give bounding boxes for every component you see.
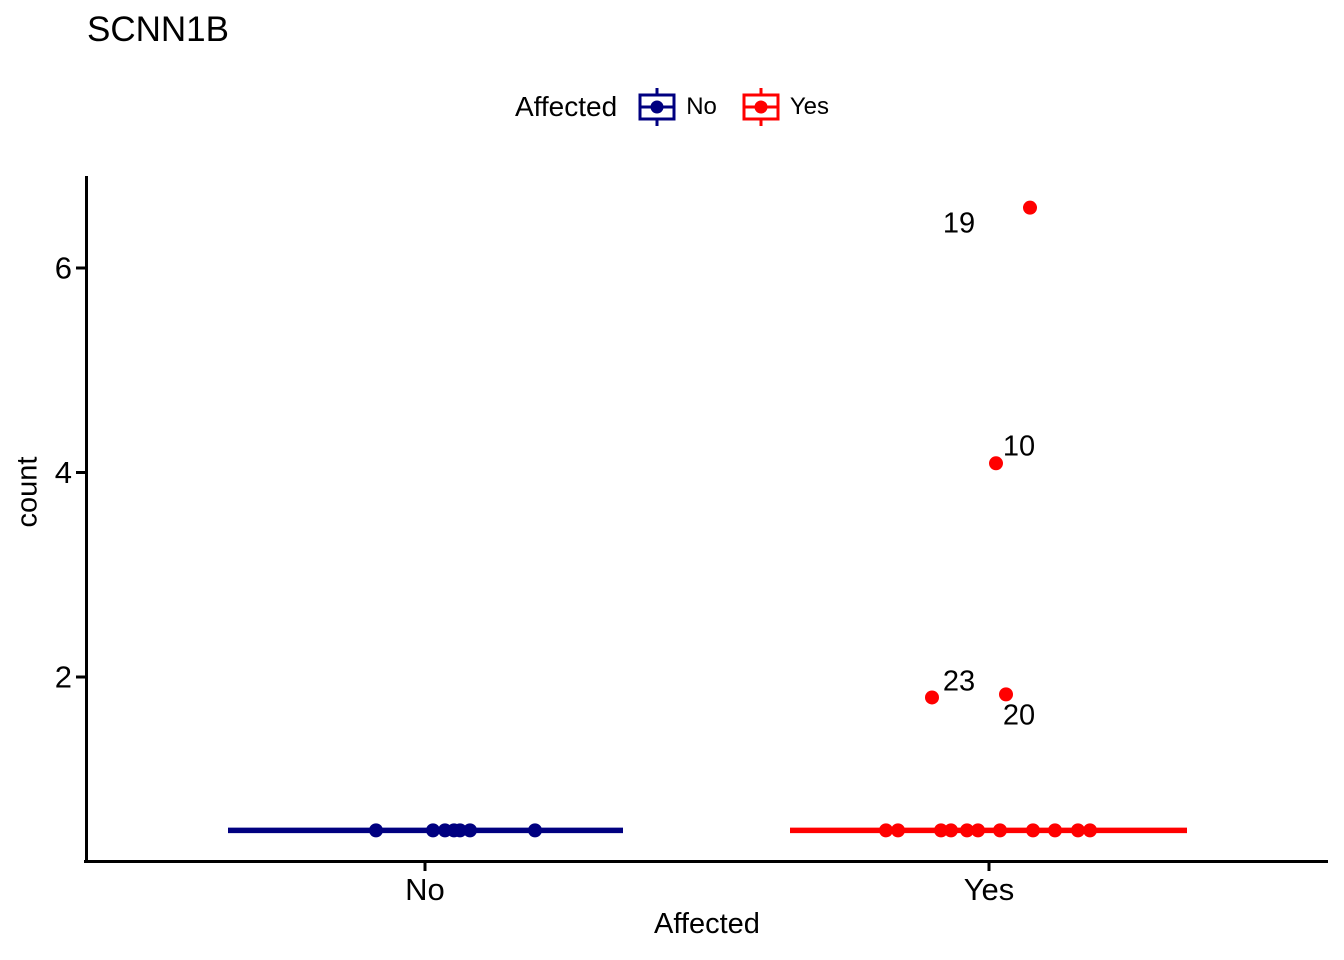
data-point (999, 687, 1013, 702)
x-tick-label: Yes (964, 872, 1015, 907)
data-point (989, 456, 1003, 471)
legend-label-yes: Yes (789, 93, 830, 120)
data-point (993, 823, 1007, 838)
y-tick-label: 6 (55, 251, 72, 286)
data-point (528, 823, 542, 838)
plot-title: SCNN1B (87, 10, 229, 49)
outlier-label: 23 (943, 665, 975, 697)
data-point (1071, 823, 1085, 838)
data-point (891, 823, 905, 838)
data-point (960, 823, 974, 838)
data-point (944, 823, 958, 838)
data-point (426, 823, 440, 838)
data-point (369, 823, 383, 838)
outlier-label: 19 (943, 208, 975, 240)
data-point (925, 690, 939, 705)
data-point (1083, 823, 1097, 838)
data-point (971, 823, 985, 838)
x-axis-title: Affected (654, 908, 760, 940)
data-point (1023, 200, 1037, 215)
legend-key-yes-boxplot-icon (742, 88, 780, 126)
legend-label-no: No (686, 93, 717, 120)
data-point (1048, 823, 1062, 838)
y-tick-label: 4 (55, 455, 72, 490)
legend-key-no-boxplot-icon (638, 88, 676, 126)
data-point (453, 823, 467, 838)
data-point (934, 823, 948, 838)
outlier-label: 20 (1003, 699, 1035, 731)
y-tick-label: 2 (55, 660, 72, 695)
data-point (463, 823, 477, 838)
legend: Affected No Yes (0, 84, 1344, 130)
data-point (1026, 823, 1040, 838)
x-tick-label: No (405, 872, 445, 907)
y-axis-title: count (11, 456, 44, 528)
legend-title: Affected (514, 91, 618, 122)
data-point (879, 823, 893, 838)
outlier-label: 10 (1003, 430, 1035, 462)
